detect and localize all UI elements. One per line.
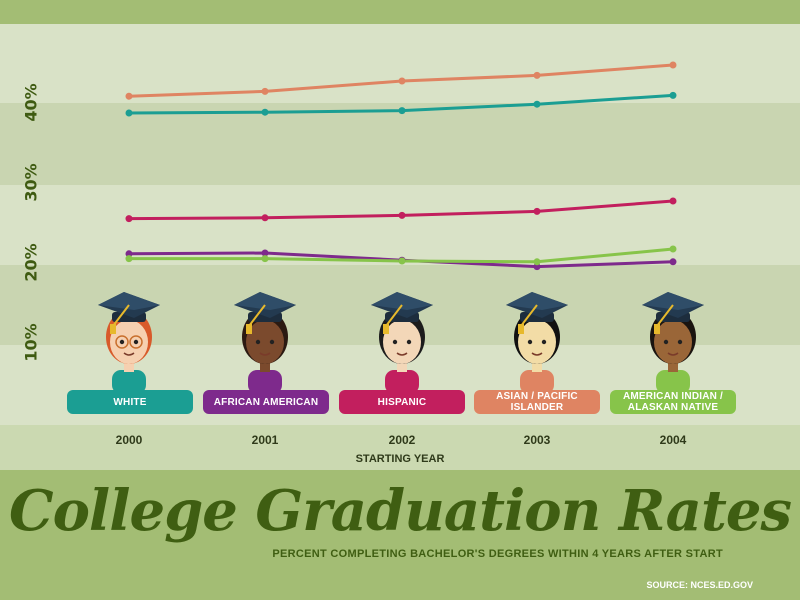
series-points (125, 61, 677, 271)
graduate-figures (98, 292, 704, 394)
legend-label: AMERICAN INDIAN / ALASKAN NATIVE (610, 390, 736, 414)
data-point (398, 257, 406, 265)
data-point (125, 109, 133, 117)
data-point (125, 92, 133, 100)
legend-label: HISPANIC (339, 390, 465, 414)
data-point (261, 87, 269, 95)
source-credit: SOURCE: NCES.ED.GOV (646, 580, 753, 590)
x-tick-label: 2004 (659, 433, 687, 447)
graduate-american-indian-icon (642, 292, 704, 394)
graduate-white-icon (98, 292, 160, 394)
data-point (261, 108, 269, 116)
data-point (261, 255, 269, 263)
top-band (0, 0, 800, 24)
data-point (125, 255, 133, 263)
data-point (398, 211, 406, 219)
data-point (533, 263, 541, 271)
legend-label: ASIAN / PACIFIC ISLANDER (474, 390, 600, 414)
chart-title: College Graduation Rates (9, 478, 792, 544)
data-point (669, 91, 677, 99)
data-point (125, 250, 133, 258)
grid-band (0, 24, 800, 103)
grid-band (0, 185, 800, 265)
data-point (669, 258, 677, 266)
data-point (669, 245, 677, 253)
x-tick-label: 2003 (523, 433, 551, 447)
legend-label: AFRICAN AMERICAN (203, 390, 329, 414)
x-axis-band (0, 425, 800, 470)
y-tick-label: 40% (21, 83, 41, 122)
x-tick-label: 2002 (388, 433, 416, 447)
graduate-african-american-icon (234, 292, 296, 394)
data-point (398, 77, 406, 85)
data-point (533, 100, 541, 108)
y-tick-label: 20% (21, 243, 41, 282)
data-point (398, 107, 406, 115)
data-point (669, 197, 677, 205)
data-point (261, 249, 269, 257)
data-point (533, 71, 541, 79)
data-point (533, 207, 541, 215)
grid-band (0, 103, 800, 185)
x-axis-title: STARTING YEAR (355, 453, 445, 465)
data-point (125, 215, 133, 223)
x-tick-label: 2000 (115, 433, 143, 447)
legend-label: WHITE (67, 390, 193, 414)
data-point (261, 214, 269, 222)
y-tick-label: 30% (21, 163, 41, 202)
data-point (669, 61, 677, 69)
chart-subtitle: PERCENT COMPLETING BACHELOR'S DEGREES WI… (272, 548, 723, 560)
graduate-asian-icon (506, 292, 568, 394)
data-point (533, 258, 541, 266)
x-tick-label: 2001 (251, 433, 279, 447)
y-tick-label: 10% (21, 323, 41, 362)
graduate-hispanic-icon (371, 292, 433, 394)
